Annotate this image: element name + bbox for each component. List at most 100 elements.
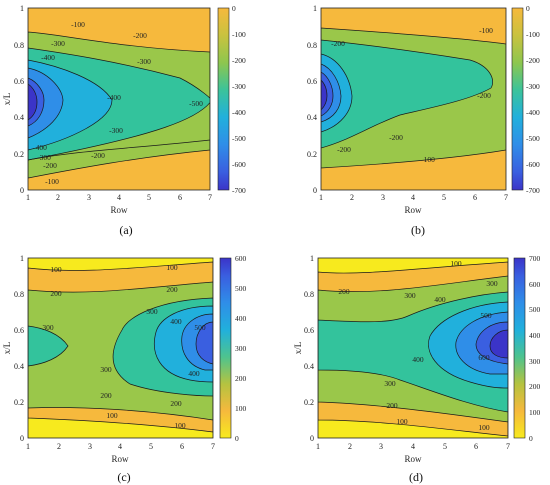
x-tick-label: 3 — [379, 442, 383, 451]
colorbar-tick-label: 300 — [529, 357, 541, 366]
contour-label: 500 — [480, 311, 492, 320]
y-tick-label: 0.8 — [14, 290, 24, 299]
y-tick-label: 0 — [313, 186, 317, 195]
contour-label: -300 — [109, 126, 123, 135]
colorbar-tick-label: 400 — [235, 314, 247, 323]
x-tick-label: 7 — [211, 442, 215, 451]
contour-label: 300 — [384, 379, 396, 388]
colorbar-tick-label: 600 — [529, 280, 541, 289]
contour-label: 400 — [188, 369, 200, 378]
contour-label: -400 — [41, 53, 55, 62]
y-axis-label: x/L — [293, 342, 303, 355]
colorbar-tick-label: 300 — [235, 344, 247, 353]
contour-label: 100 — [174, 421, 186, 430]
contour-label: -200 — [133, 31, 147, 40]
contour-label: 400 — [412, 355, 424, 364]
panel-d-contour-field — [318, 258, 508, 438]
x-tick-label: 7 — [504, 193, 508, 202]
x-tick-label: 1 — [26, 193, 30, 202]
colorbar-tick-label: 400 — [529, 331, 541, 340]
contour-label: -200 — [477, 91, 491, 100]
contour-label: -200 — [389, 133, 403, 142]
x-tick-label: 7 — [208, 193, 212, 202]
colorbar-tick-label: 500 — [529, 305, 541, 314]
y-tick-label: 1 — [20, 4, 24, 13]
contour-label: 100 — [166, 263, 178, 272]
contour-label: 100 — [450, 259, 462, 268]
colorbar-tick-label: 100 — [235, 404, 247, 413]
colorbar-tick-label: -600 — [232, 160, 246, 169]
panel-label: (a) — [119, 223, 132, 237]
colorbar-tick-label: -400 — [232, 108, 246, 117]
contour-label: 200 — [170, 399, 182, 408]
contour-label: -100 — [45, 177, 59, 186]
x-tick-label: 3 — [87, 193, 91, 202]
x-tick-label: 5 — [149, 442, 153, 451]
colorbar-tick-label: 200 — [235, 374, 247, 383]
contour-label: 400 — [434, 295, 446, 304]
contour-label: 600 — [478, 353, 490, 362]
panel-a-plot-frame — [27, 7, 211, 191]
y-tick-label: 1 — [20, 254, 24, 263]
x-tick-label: 3 — [88, 442, 92, 451]
x-axis-label: Row — [111, 454, 129, 464]
y-tick-label: 0.2 — [14, 150, 24, 159]
contour-label: 300 — [146, 307, 158, 316]
colorbar-tick-label: -600 — [526, 160, 540, 169]
contour-label: -300 — [137, 57, 151, 66]
panel-label: (b) — [411, 223, 425, 237]
y-tick-label: 0 — [20, 434, 24, 443]
panel-b: -100 -200 -200 -200 -100 -200 1 2 3 4 5 … — [307, 4, 540, 237]
contour-label: 300 — [486, 279, 498, 288]
contour-label: 200 — [166, 285, 178, 294]
panel-b-plot-frame — [320, 7, 507, 191]
y-tick-label: 1 — [310, 254, 314, 263]
contour-label: 100 — [50, 265, 62, 274]
contour-label: -200 — [43, 161, 57, 170]
colorbar-tick-label: -400 — [526, 108, 540, 117]
contour-label: -100 — [479, 26, 493, 35]
colorbar-tick-label: 0 — [235, 434, 239, 443]
panel-d: 100 200 300 300 400 500 600 400 300 200 … — [293, 254, 541, 484]
contour-label: 300 — [42, 323, 54, 332]
contour-label: -100 — [421, 155, 435, 164]
y-tick-label: 0.4 — [14, 113, 24, 122]
panel-label: (c) — [117, 470, 130, 484]
y-tick-label: 0.6 — [307, 77, 317, 86]
contour-label: -200 — [337, 145, 351, 154]
contour-label: 100 — [396, 417, 408, 426]
contour-label: -200 — [91, 151, 105, 160]
contour-label: -300 — [37, 153, 51, 162]
x-tick-label: 1 — [26, 442, 30, 451]
colorbar-tick-label: -200 — [232, 56, 246, 65]
colorbar-tick-label: -700 — [526, 186, 540, 195]
panel-a-contour-field — [28, 8, 210, 190]
colorbar-tick-label: 0 — [526, 4, 530, 13]
x-tick-label: 4 — [117, 193, 121, 202]
contour-label: -300 — [51, 39, 65, 48]
contour-label: -400 — [107, 93, 121, 102]
colorbar-tick-label: 700 — [529, 254, 541, 263]
y-tick-label: 1 — [313, 4, 317, 13]
y-tick-label: 0.4 — [14, 362, 24, 371]
panel-c-plot-frame — [27, 257, 214, 439]
x-axis-label: Row — [404, 205, 422, 215]
y-tick-label: 0.2 — [14, 398, 24, 407]
y-axis-label: x/L — [2, 93, 12, 106]
x-tick-label: 5 — [442, 193, 446, 202]
contour-label: 200 — [338, 287, 350, 296]
y-tick-label: 0.2 — [307, 150, 317, 159]
y-tick-label: 0.2 — [304, 398, 314, 407]
x-tick-label: 4 — [411, 193, 415, 202]
contour-label: 300 — [404, 291, 416, 300]
contour-label: 200 — [100, 391, 112, 400]
y-tick-label: 0.8 — [14, 41, 24, 50]
colorbar-tick-label: -100 — [526, 30, 540, 39]
contour-label: 100 — [106, 411, 118, 420]
y-tick-label: 0.6 — [304, 326, 314, 335]
contour-label: -400 — [33, 143, 47, 152]
colorbar-tick-label: -300 — [526, 82, 540, 91]
x-tick-label: 2 — [57, 442, 61, 451]
contour-label: 200 — [386, 401, 398, 410]
